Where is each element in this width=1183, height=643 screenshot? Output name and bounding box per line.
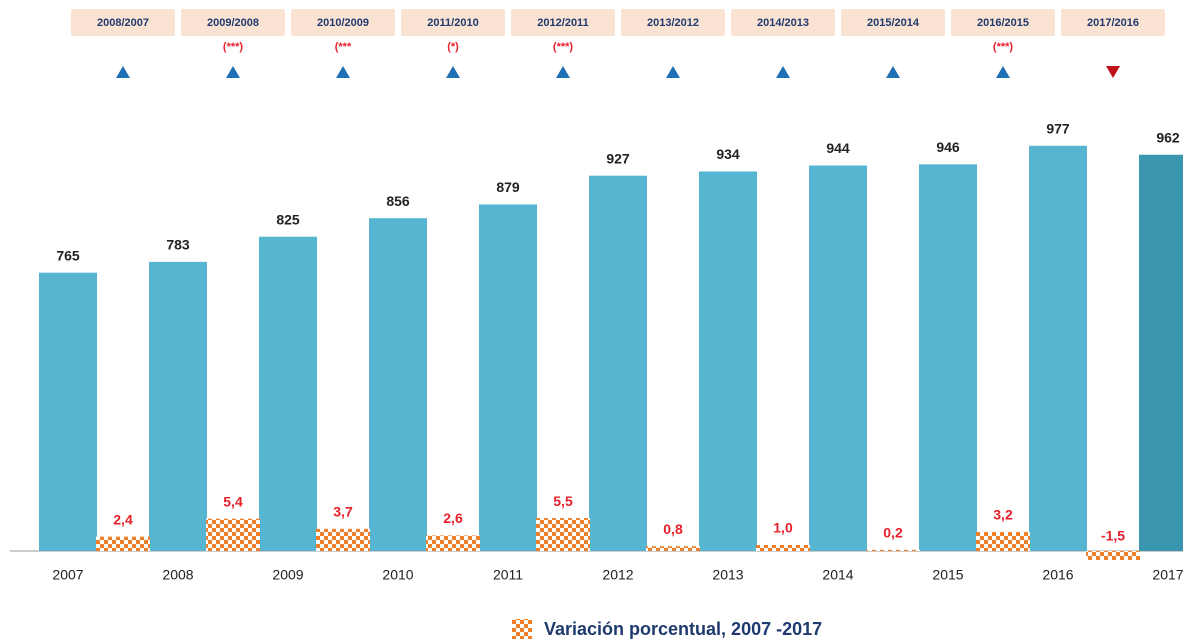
data-label: 783 [166, 237, 190, 253]
trend-arrow [1106, 66, 1120, 78]
period-note: (*) [447, 41, 459, 53]
period-note: (***) [553, 41, 574, 53]
variation-bar [756, 545, 810, 551]
period-label: 2010/2009 [317, 17, 369, 29]
variation-bar [206, 518, 260, 551]
data-label: 962 [1156, 129, 1180, 145]
period-note: (*** [335, 41, 352, 53]
variation-label: 3,7 [333, 504, 353, 520]
variation-label: 0,8 [663, 521, 683, 537]
x-tick-label: 2015 [932, 567, 963, 583]
period-label: 2014/2013 [757, 17, 809, 29]
period-note: (***) [993, 41, 1014, 53]
x-tick-label: 2012 [602, 567, 633, 583]
trend-arrow [776, 66, 790, 78]
x-tick-label: 2008 [162, 567, 193, 583]
data-label: 765 [56, 247, 80, 263]
trend-arrow [886, 66, 900, 78]
bar [809, 165, 867, 551]
trend-arrow [666, 66, 680, 78]
bar [369, 218, 427, 552]
period-box [181, 9, 285, 36]
x-tick-label: 2009 [272, 567, 303, 583]
bar [149, 261, 207, 551]
data-label: 879 [496, 179, 520, 195]
data-label: 927 [606, 150, 630, 166]
bar [259, 236, 317, 551]
bar [919, 164, 977, 551]
period-label: 2016/2015 [977, 17, 1029, 29]
bar [39, 272, 97, 551]
trend-arrow [116, 66, 130, 78]
variation-bar [316, 528, 370, 551]
period-label: 2009/2008 [207, 17, 259, 29]
x-tick-label: 2016 [1042, 567, 1073, 583]
trend-arrow [226, 66, 240, 78]
variation-label: 3,2 [993, 507, 1013, 523]
period-box [621, 9, 725, 36]
period-box [511, 9, 615, 36]
period-box [401, 9, 505, 36]
variation-label: 2,6 [443, 510, 463, 526]
variation-bar [976, 531, 1030, 551]
data-label: 977 [1046, 120, 1070, 136]
variation-bar [646, 546, 700, 551]
variation-bar [1086, 551, 1140, 560]
period-label: 2008/2007 [97, 17, 149, 29]
x-tick-label: 2010 [382, 567, 413, 583]
period-label: 2017/2016 [1087, 17, 1139, 29]
x-tick-label: 2017 [1152, 567, 1183, 583]
period-label: 2015/2014 [867, 17, 920, 29]
variation-label: 5,4 [223, 493, 243, 509]
legend-swatch [512, 619, 532, 639]
period-note: (***) [223, 41, 244, 53]
data-label: 944 [826, 140, 850, 156]
bar [1139, 154, 1183, 551]
variation-label: 0,2 [883, 525, 903, 541]
x-tick-label: 2011 [493, 567, 523, 583]
x-tick-label: 2013 [712, 567, 743, 583]
trend-arrow [336, 66, 350, 78]
trend-arrow [446, 66, 460, 78]
period-box [291, 9, 395, 36]
trend-arrow [996, 66, 1010, 78]
variation-label: -1,5 [1101, 528, 1125, 544]
variation-label: 5,5 [553, 493, 573, 509]
period-label: 2012/2011 [537, 17, 588, 29]
data-label: 934 [716, 146, 740, 162]
variation-bar [426, 535, 480, 551]
x-tick-label: 2007 [52, 567, 83, 583]
legend-label: Variación porcentual, 2007 -2017 [544, 619, 822, 639]
data-label: 825 [276, 211, 300, 227]
variation-label: 1,0 [773, 520, 793, 536]
variation-label: 2,4 [113, 511, 133, 527]
variation-bar [96, 536, 150, 551]
period-box [71, 9, 175, 36]
bar [699, 171, 757, 551]
data-label: 856 [386, 193, 410, 209]
period-label: 2013/2012 [647, 17, 699, 29]
trend-arrow [556, 66, 570, 78]
x-tick-label: 2014 [822, 567, 853, 583]
data-label: 946 [936, 139, 960, 155]
period-label: 2011/2010 [427, 17, 478, 29]
variation-bar [866, 549, 920, 551]
period-box [1061, 9, 1165, 36]
period-box [731, 9, 835, 36]
period-box [951, 9, 1055, 36]
period-box [841, 9, 945, 36]
bar [589, 175, 647, 551]
bar [479, 204, 537, 552]
variation-bar [536, 518, 590, 551]
bar [1029, 145, 1087, 551]
